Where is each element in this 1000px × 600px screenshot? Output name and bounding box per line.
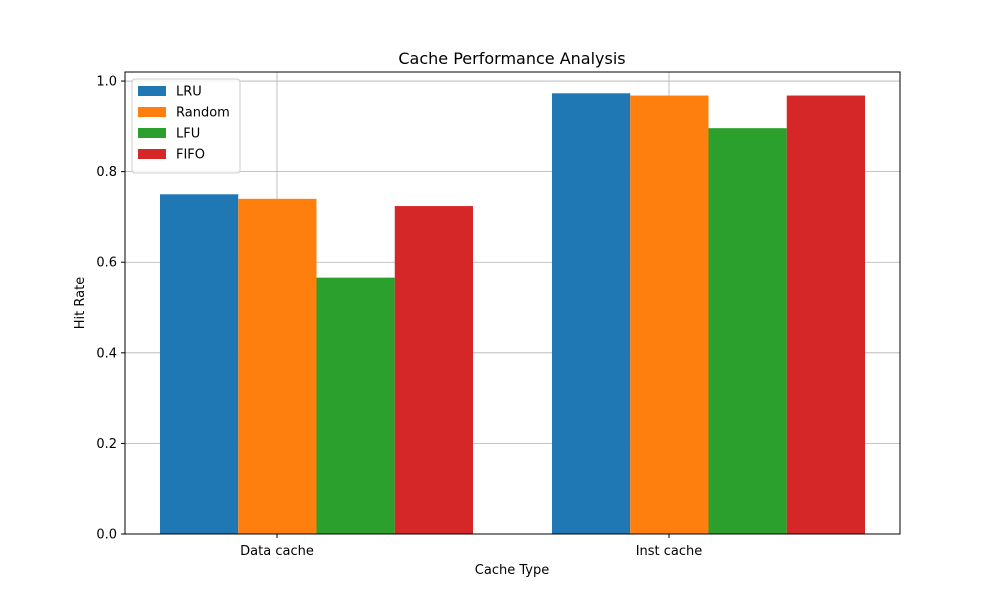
y-axis-label: Hit Rate xyxy=(73,277,88,329)
y-tick-label: 0.0 xyxy=(96,528,117,543)
x-tick-label: Inst cache xyxy=(636,544,703,559)
legend-swatch-lfu xyxy=(138,128,166,138)
bar-random-inst-cache xyxy=(630,95,709,534)
y-tick-label: 1.0 xyxy=(96,75,117,90)
bar-lru-inst-cache xyxy=(552,93,631,534)
legend-swatch-random xyxy=(138,107,166,117)
y-tick-label: 0.2 xyxy=(96,437,117,452)
bar-random-data-cache xyxy=(238,198,317,534)
legend-label-lfu: LFU xyxy=(176,127,200,142)
x-axis-label: Cache Type xyxy=(475,563,549,578)
legend-label-random: Random xyxy=(176,106,230,121)
bar-lru-data-cache xyxy=(160,194,239,534)
bars-layer xyxy=(160,93,865,534)
legend-swatch-fifo xyxy=(138,149,166,159)
legend-label-fifo: FIFO xyxy=(176,148,205,163)
chart-title: Cache Performance Analysis xyxy=(398,49,625,68)
plot-area-frame xyxy=(124,71,901,535)
bar-lfu-inst-cache xyxy=(708,128,787,534)
y-tick-label: 0.8 xyxy=(96,165,117,180)
x-tick-label: Data cache xyxy=(240,544,314,559)
legend-swatch-lru xyxy=(138,86,166,96)
y-tick-label: 0.6 xyxy=(96,256,117,271)
bar-fifo-inst-cache xyxy=(786,95,865,534)
ticks-layer: 0.0 0.2 0.4 0.6 0.8 1.0 Data cache Inst cache xyxy=(96,75,702,559)
bar-fifo-data-cache xyxy=(394,206,473,534)
legend-label-lru: LRU xyxy=(176,85,202,100)
y-tick-label: 0.4 xyxy=(96,346,117,361)
legend: LRU Random LFU FIFO xyxy=(131,78,241,174)
bar-lfu-data-cache xyxy=(316,277,395,534)
